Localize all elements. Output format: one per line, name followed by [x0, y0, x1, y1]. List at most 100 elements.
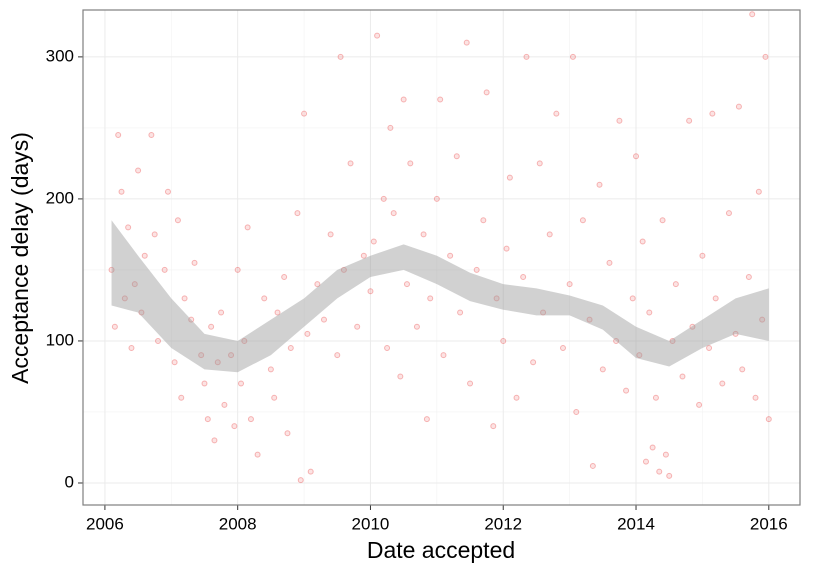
point	[234, 266, 241, 273]
point	[174, 217, 181, 224]
point	[669, 337, 676, 344]
point	[121, 295, 128, 302]
point	[513, 394, 520, 401]
point	[636, 352, 643, 359]
point	[198, 352, 205, 359]
point	[420, 231, 427, 238]
point	[211, 437, 218, 444]
point	[440, 352, 447, 359]
point	[706, 345, 713, 352]
point	[672, 281, 679, 288]
point	[171, 359, 178, 366]
point	[745, 274, 752, 281]
point	[752, 394, 759, 401]
point	[613, 337, 620, 344]
point	[493, 295, 500, 302]
point	[241, 337, 248, 344]
point	[413, 323, 420, 330]
point	[719, 380, 726, 387]
point	[662, 451, 669, 458]
point	[656, 468, 663, 475]
point	[304, 330, 311, 337]
x-tick-label: 2016	[750, 514, 788, 533]
point	[749, 11, 756, 18]
point	[238, 380, 245, 387]
point	[467, 380, 474, 387]
point	[141, 252, 148, 259]
point	[188, 316, 195, 323]
point	[629, 295, 636, 302]
point	[228, 352, 235, 359]
point	[208, 323, 215, 330]
point	[294, 210, 301, 217]
point	[599, 366, 606, 373]
point	[503, 245, 510, 252]
point	[178, 394, 185, 401]
point	[281, 274, 288, 281]
point	[709, 110, 716, 117]
point	[380, 195, 387, 202]
point	[108, 266, 115, 273]
point	[596, 181, 603, 188]
point	[403, 281, 410, 288]
point	[457, 309, 464, 316]
x-axis-title: Date accepted	[367, 537, 515, 563]
point	[387, 124, 394, 131]
point	[261, 295, 268, 302]
point	[407, 160, 414, 167]
point	[520, 274, 527, 281]
point	[148, 131, 155, 138]
point	[553, 110, 560, 117]
point	[214, 359, 221, 366]
point	[360, 252, 367, 259]
point	[712, 295, 719, 302]
point	[400, 96, 407, 103]
point	[307, 468, 314, 475]
point	[204, 416, 211, 423]
point	[759, 316, 766, 323]
point	[725, 210, 732, 217]
point	[247, 416, 254, 423]
point	[320, 316, 327, 323]
point	[370, 238, 377, 245]
point	[397, 373, 404, 380]
point	[735, 103, 742, 110]
point	[696, 401, 703, 408]
point	[151, 231, 158, 238]
y-tick-label: 200	[46, 188, 74, 207]
point	[573, 408, 580, 415]
point	[201, 380, 208, 387]
point	[483, 89, 490, 96]
point	[739, 366, 746, 373]
point	[155, 337, 162, 344]
point	[287, 345, 294, 352]
point	[606, 259, 613, 266]
point	[652, 394, 659, 401]
point	[314, 281, 321, 288]
x-tick-label: 2012	[484, 514, 522, 533]
point	[297, 477, 304, 484]
point	[118, 188, 125, 195]
point	[639, 238, 646, 245]
point	[327, 231, 334, 238]
x-tick-label: 2008	[219, 514, 257, 533]
point	[490, 423, 497, 430]
point	[623, 387, 630, 394]
point	[131, 281, 138, 288]
point	[569, 53, 576, 60]
point	[128, 345, 135, 352]
point	[254, 451, 261, 458]
point	[427, 295, 434, 302]
point	[633, 153, 640, 160]
point	[164, 188, 171, 195]
point	[589, 462, 596, 469]
point	[463, 39, 470, 46]
point	[689, 323, 696, 330]
point	[433, 195, 440, 202]
point	[271, 394, 278, 401]
point	[390, 210, 397, 217]
point	[586, 316, 593, 323]
point	[437, 96, 444, 103]
point	[686, 117, 693, 124]
